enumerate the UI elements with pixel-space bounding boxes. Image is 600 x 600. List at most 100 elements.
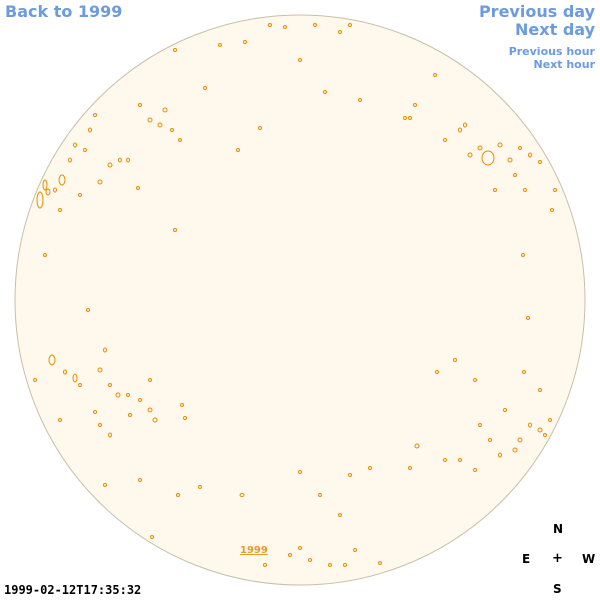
active-region-contour	[97, 179, 103, 185]
active-region-contour	[378, 561, 382, 565]
active-region-contour	[73, 142, 77, 148]
active-region-contour	[93, 113, 97, 117]
active-region-contour	[521, 253, 525, 257]
active-region-contour	[526, 316, 530, 320]
active-region-contour	[126, 157, 130, 163]
active-region-contour	[43, 253, 47, 257]
active-region-contour	[93, 410, 97, 414]
active-region-contour	[178, 138, 182, 142]
active-region-contour	[150, 535, 154, 539]
back-to-year-link[interactable]: Back to 1999	[5, 2, 123, 21]
active-region-contour	[107, 162, 113, 168]
active-region-contour	[53, 187, 57, 193]
active-region-contour	[328, 563, 332, 567]
active-region-contour	[498, 452, 502, 458]
active-region-contour	[528, 152, 532, 158]
active-region-contour	[467, 152, 473, 158]
active-region-contour	[147, 117, 153, 123]
active-region-contour	[239, 493, 245, 497]
active-region-contour	[268, 23, 272, 27]
active-region-contour	[493, 188, 497, 192]
year-link[interactable]: 1999	[240, 545, 268, 556]
active-region-contour	[553, 188, 557, 192]
active-region-contour	[198, 485, 202, 489]
active-region-contour	[33, 378, 37, 382]
active-region-contour	[288, 553, 292, 557]
active-regions	[33, 23, 557, 567]
active-region-contour	[180, 403, 184, 407]
active-region-contour	[338, 30, 342, 34]
active-region-contour	[203, 86, 207, 90]
active-region-contour	[368, 466, 372, 470]
active-region-contour	[218, 43, 222, 47]
solar-disk-circle	[14, 14, 586, 586]
active-region-contour	[408, 466, 412, 470]
compass-center-icon: +	[552, 551, 563, 566]
active-region-contour	[550, 208, 554, 212]
active-region-contour	[97, 367, 103, 373]
active-region-contour	[348, 23, 352, 27]
active-region-contour	[318, 493, 322, 497]
next-day-link[interactable]: Next day	[515, 20, 595, 39]
active-region-contour	[138, 478, 142, 482]
active-region-contour	[348, 473, 352, 477]
active-region-contour	[36, 191, 44, 209]
active-region-contour	[517, 437, 523, 443]
active-region-contour	[403, 116, 407, 120]
active-region-contour	[78, 383, 82, 387]
active-region-contour	[543, 433, 547, 437]
active-region-contour	[236, 148, 240, 152]
active-region-contour	[183, 416, 187, 420]
active-region-contour	[507, 157, 513, 163]
active-region-contour	[48, 354, 56, 366]
compass-north: N	[553, 522, 564, 536]
active-region-contour	[176, 493, 180, 497]
active-region-contour	[115, 392, 121, 398]
previous-hour-link[interactable]: Previous hour	[508, 45, 595, 58]
active-region-contour	[58, 208, 62, 212]
active-region-contour	[72, 373, 78, 383]
active-region-contour	[58, 174, 66, 186]
active-region-contour	[481, 150, 495, 166]
previous-day-link[interactable]: Previous day	[478, 2, 595, 21]
active-region-contour	[108, 432, 112, 438]
active-region-contour	[58, 418, 62, 422]
active-region-contour	[473, 468, 477, 472]
active-region-contour	[298, 470, 302, 474]
active-region-contour	[103, 347, 107, 353]
active-region-contour	[537, 427, 543, 433]
active-region-contour	[298, 58, 302, 62]
active-region-contour	[433, 73, 437, 77]
active-region-contour	[138, 103, 142, 107]
active-region-contour	[42, 179, 48, 191]
active-region-contour	[136, 186, 140, 190]
active-region-contour	[118, 157, 122, 163]
active-region-contour	[108, 383, 112, 387]
active-region-contour	[283, 25, 287, 29]
active-region-contour	[338, 513, 342, 517]
active-region-contour	[538, 160, 542, 164]
active-region-contour	[512, 447, 518, 453]
compass-south: S	[553, 582, 562, 596]
active-region-contour	[63, 369, 67, 375]
active-region-contour	[443, 138, 447, 142]
active-region-contour	[126, 393, 130, 397]
active-region-contour	[173, 228, 177, 232]
active-region-contour	[477, 145, 483, 151]
active-region-contour	[68, 157, 72, 163]
active-region-contour	[323, 90, 327, 94]
active-region-contour	[313, 23, 317, 27]
active-region-contour	[523, 188, 527, 192]
active-region-contour	[435, 370, 439, 374]
active-region-contour	[128, 413, 132, 417]
active-region-contour	[86, 308, 90, 312]
active-region-contour	[263, 563, 267, 567]
active-region-contour	[503, 408, 507, 412]
active-region-contour	[414, 443, 420, 449]
next-hour-link[interactable]: Next hour	[533, 58, 596, 71]
active-region-contour	[162, 107, 168, 113]
active-region-contour	[548, 418, 552, 422]
active-region-contour	[103, 483, 107, 487]
active-region-contour	[83, 148, 87, 152]
active-region-contour	[522, 370, 526, 374]
